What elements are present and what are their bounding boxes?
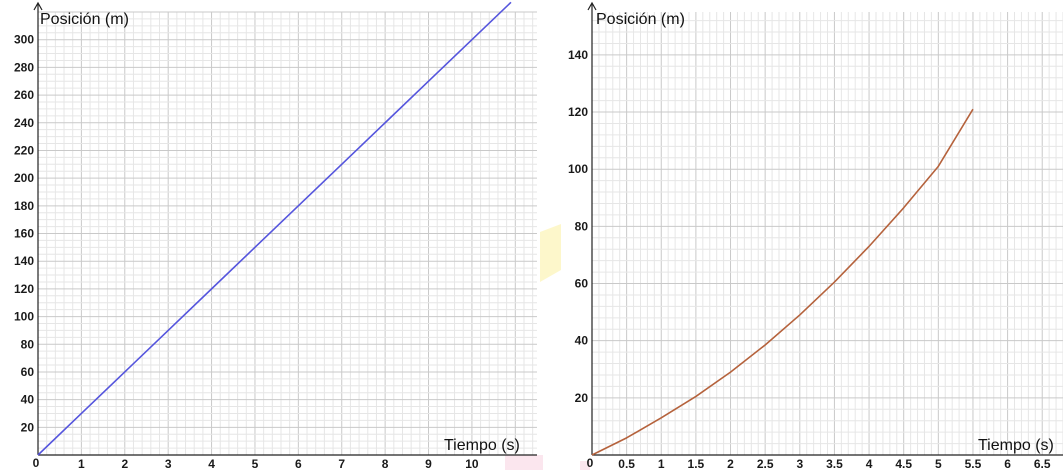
x-tick-label: 2 <box>727 457 734 470</box>
x-tick-label: 0.5 <box>618 457 635 470</box>
y-tick-label: 80 <box>575 219 589 233</box>
x-tick-label: 5 <box>935 457 942 470</box>
y-tick-label: 280 <box>14 60 34 74</box>
x-tick-label: 7 <box>338 457 345 470</box>
y-axis-label: Posición (m) <box>40 11 129 28</box>
y-tick-label: 120 <box>14 282 34 296</box>
y-tick-label: 100 <box>14 310 34 324</box>
x-tick-label: 9 <box>425 457 432 470</box>
origin-label: 0 <box>587 456 594 470</box>
x-tick-label: 6 <box>295 457 302 470</box>
y-tick-label: 140 <box>14 254 34 268</box>
x-tick-label: 6 <box>1004 457 1011 470</box>
series-layer <box>591 108 974 456</box>
x-tick-label: 10 <box>465 457 479 470</box>
x-tick-label: 5 <box>252 457 259 470</box>
axes <box>587 1 1063 456</box>
x-tick-label: 1 <box>658 457 665 470</box>
y-tick-label: 100 <box>568 162 588 176</box>
x-axis-label: Tiempo (s) <box>978 437 1054 454</box>
x-tick-label: 2.5 <box>757 457 774 470</box>
y-tick-label: 140 <box>568 48 588 62</box>
grid <box>592 12 1063 455</box>
tick-labels: 0.5 1 1.5 2 2.5 3 3.5 4 4.5 5 5.5 6 6.5 20 40 60 80 100 12… <box>568 48 1051 470</box>
origin-label: 0 <box>33 456 40 470</box>
x-axis-label: Tiempo (s) <box>444 437 520 454</box>
grid <box>38 11 537 455</box>
highlight-shape <box>540 224 561 282</box>
y-tick-label: 40 <box>575 334 589 348</box>
y-tick-label: 260 <box>14 88 34 102</box>
series-line <box>37 1 512 456</box>
x-tick-label: 4 <box>866 457 873 470</box>
y-tick-label: 60 <box>21 365 35 379</box>
tick-labels: 1 2 3 4 5 6 7 8 9 10 20 40 60 80 100 120 140 160 180 200 220… <box>14 33 479 470</box>
x-tick-label: 1 <box>78 457 85 470</box>
y-tick-label: 160 <box>14 227 34 241</box>
y-tick-label: 200 <box>14 171 34 185</box>
y-tick-label: 220 <box>14 143 34 157</box>
y-tick-label: 300 <box>14 33 34 47</box>
axes <box>33 1 537 456</box>
x-tick-label: 3 <box>165 457 172 470</box>
x-tick-label: 8 <box>382 457 389 470</box>
series-layer <box>37 1 512 456</box>
y-tick-label: 180 <box>14 199 34 213</box>
y-tick-label: 80 <box>21 337 35 351</box>
x-tick-label: 2 <box>121 457 128 470</box>
y-tick-label: 60 <box>575 277 589 291</box>
x-tick-label: 5.5 <box>965 457 982 470</box>
y-tick-label: 40 <box>21 393 35 407</box>
chart-left: 1 2 3 4 5 6 7 8 9 10 20 40 60 80 100 120 140 160 180 200 220… <box>14 1 537 470</box>
series-line <box>591 108 974 456</box>
y-tick-label: 120 <box>568 105 588 119</box>
chart-right: 0.5 1 1.5 2 2.5 3 3.5 4 4.5 5 5.5 6 6.5 20 40 60 80 100 12… <box>568 1 1063 470</box>
y-tick-label: 240 <box>14 116 34 130</box>
x-tick-label: 1.5 <box>688 457 705 470</box>
y-tick-label: 20 <box>21 420 35 434</box>
x-tick-label: 3.5 <box>826 457 843 470</box>
x-tick-label: 4.5 <box>895 457 912 470</box>
y-tick-label: 20 <box>575 391 589 405</box>
y-axis-arrow <box>33 1 43 11</box>
pink-mark-small <box>580 461 590 470</box>
y-axis-label: Posición (m) <box>596 11 685 28</box>
x-tick-label: 4 <box>208 457 215 470</box>
x-tick-label: 3 <box>796 457 803 470</box>
pink-mark <box>505 455 543 470</box>
x-tick-label: 6.5 <box>1034 457 1051 470</box>
y-axis-arrow <box>587 1 597 11</box>
